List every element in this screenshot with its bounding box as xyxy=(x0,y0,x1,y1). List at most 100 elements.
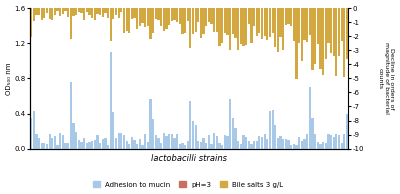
Bar xyxy=(128,8,130,33)
Bar xyxy=(155,8,157,19)
Bar xyxy=(200,8,202,33)
Bar xyxy=(319,144,322,149)
Bar xyxy=(59,8,62,16)
Bar xyxy=(295,8,298,78)
Bar xyxy=(163,8,165,27)
Bar xyxy=(277,138,279,149)
Bar xyxy=(216,8,218,30)
Bar xyxy=(269,111,271,149)
Bar xyxy=(75,8,77,12)
Bar xyxy=(327,134,330,149)
Bar xyxy=(280,136,282,149)
Bar xyxy=(189,8,192,47)
Bar xyxy=(242,8,244,46)
Bar xyxy=(303,139,306,149)
Bar xyxy=(200,8,202,38)
Bar xyxy=(256,141,258,149)
Bar xyxy=(33,8,35,21)
Bar xyxy=(245,8,247,43)
Bar xyxy=(155,135,157,149)
Bar xyxy=(237,141,239,149)
Bar xyxy=(181,143,184,149)
Bar xyxy=(80,142,83,149)
Bar xyxy=(245,8,247,45)
Bar xyxy=(30,118,32,149)
Bar xyxy=(96,8,98,12)
Bar xyxy=(290,8,292,24)
Bar xyxy=(261,137,263,149)
Bar xyxy=(67,8,69,17)
Bar xyxy=(78,140,80,149)
Bar xyxy=(288,8,290,23)
Bar xyxy=(144,8,146,23)
Bar xyxy=(120,8,122,9)
Bar xyxy=(142,8,144,23)
Bar xyxy=(194,125,197,149)
Bar xyxy=(314,134,316,149)
Bar xyxy=(88,8,91,15)
Bar xyxy=(173,8,176,20)
Bar xyxy=(43,143,46,149)
Bar xyxy=(240,8,242,40)
Bar xyxy=(205,8,208,26)
Bar xyxy=(335,134,338,149)
Bar xyxy=(168,8,170,25)
Bar xyxy=(35,8,38,15)
Bar xyxy=(171,8,173,17)
Bar xyxy=(88,8,91,14)
Bar xyxy=(288,140,290,149)
Bar xyxy=(192,8,194,33)
Bar xyxy=(54,8,56,15)
Bar xyxy=(218,8,221,44)
Bar xyxy=(298,137,300,149)
Bar xyxy=(237,8,239,50)
Bar xyxy=(324,143,327,149)
Bar xyxy=(311,118,314,149)
Bar xyxy=(208,8,210,22)
Bar xyxy=(295,145,298,149)
Bar xyxy=(67,143,69,149)
Bar xyxy=(56,145,59,149)
Bar xyxy=(134,8,136,18)
Bar xyxy=(142,8,144,18)
Bar xyxy=(266,8,268,40)
Bar xyxy=(56,8,59,9)
Bar xyxy=(234,8,237,38)
Bar xyxy=(51,138,54,149)
Bar xyxy=(102,8,104,17)
Bar xyxy=(274,8,276,42)
Bar xyxy=(184,145,186,149)
Bar xyxy=(115,8,117,11)
Bar xyxy=(46,8,48,10)
Bar xyxy=(163,133,165,149)
Bar xyxy=(136,8,138,29)
Bar xyxy=(332,8,335,56)
Bar xyxy=(282,8,284,50)
Bar xyxy=(110,8,112,38)
Bar xyxy=(240,8,242,44)
Bar xyxy=(123,135,125,149)
Bar xyxy=(115,8,117,15)
Bar xyxy=(200,142,202,149)
Bar xyxy=(293,8,295,41)
Bar xyxy=(91,141,93,149)
Bar xyxy=(253,8,255,25)
Bar xyxy=(43,8,46,18)
Bar xyxy=(115,138,117,149)
Bar xyxy=(266,8,268,36)
Bar xyxy=(213,8,215,32)
Bar xyxy=(160,143,162,149)
Bar xyxy=(322,142,324,149)
Bar xyxy=(165,8,168,27)
Bar xyxy=(335,8,338,74)
Bar xyxy=(62,135,64,149)
Bar xyxy=(163,8,165,31)
Bar xyxy=(248,141,250,149)
Bar xyxy=(242,134,244,149)
Bar xyxy=(80,8,83,13)
Bar xyxy=(324,8,327,55)
Bar xyxy=(179,8,181,22)
Bar xyxy=(197,141,200,149)
Bar xyxy=(107,8,109,18)
Bar xyxy=(152,119,154,149)
